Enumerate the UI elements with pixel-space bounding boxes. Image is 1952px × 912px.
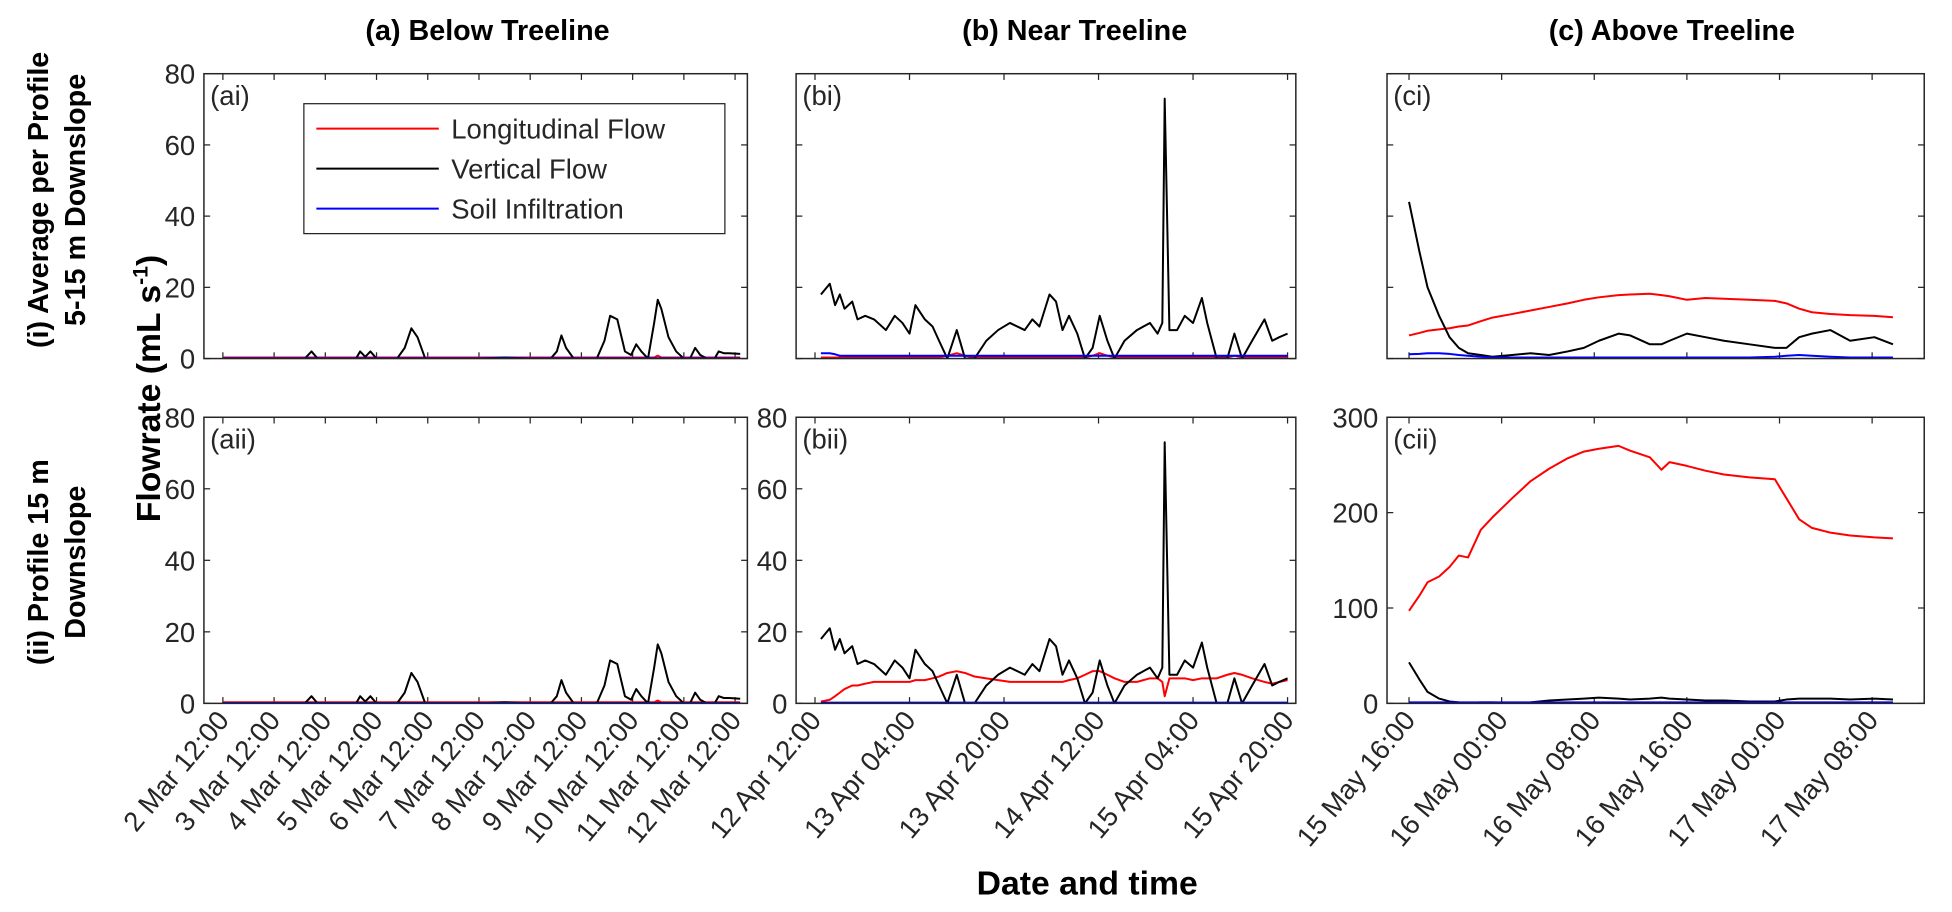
series-line — [820, 441, 1288, 704]
axes-box — [203, 72, 749, 360]
series-line — [1408, 444, 1894, 612]
y-axis-label-superscript: -1 — [130, 266, 153, 285]
y-tick-label: 60 — [165, 474, 196, 505]
column-title: (b) Near Treeline — [962, 15, 1187, 47]
row-label: (i) Average per Profile 5-15 m Downslope — [23, 52, 92, 348]
panel-label: (bii) — [802, 424, 848, 455]
series-line — [820, 352, 1288, 359]
row-label-line: (i) Average per Profile — [23, 52, 55, 348]
series-line — [222, 298, 741, 359]
axes-box — [795, 416, 1297, 705]
y-axis-label: Flowrate (mL s-1) — [130, 255, 168, 522]
series-line — [1408, 201, 1894, 358]
y-tick-label: 80 — [165, 59, 196, 90]
y-tick-label: 300 — [1332, 402, 1378, 433]
panel-label: (cii) — [1393, 424, 1437, 455]
row-label-line: (ii) Profile 15 m — [23, 459, 55, 665]
x-axis-label: Date and time — [977, 865, 1198, 903]
row-label: (ii) Profile 15 m Downslope — [23, 459, 92, 665]
column-title: (c) Above Treeline — [1549, 15, 1795, 47]
series-line — [820, 670, 1288, 703]
y-tick-label: 20 — [165, 617, 196, 648]
y-tick-label: 100 — [1332, 593, 1378, 624]
axes-box — [203, 416, 749, 705]
plot-area — [1408, 444, 1894, 704]
y-tick-label: 40 — [165, 201, 196, 232]
series-line — [1408, 292, 1894, 337]
series-line — [1408, 352, 1893, 359]
row-label-line: Downslope — [60, 486, 92, 639]
legend-label: Soil Infiltration — [451, 194, 624, 225]
axes-box — [1386, 416, 1925, 705]
y-tick-label: 40 — [165, 545, 196, 576]
y-tick-label: 0 — [772, 688, 787, 719]
y-tick-label: 0 — [180, 688, 195, 719]
y-tick-label: 200 — [1332, 498, 1378, 529]
plot-area — [820, 97, 1288, 359]
panel-label: (ci) — [1393, 80, 1431, 111]
row-label-line: 5-15 m Downslope — [60, 74, 92, 326]
series-line — [820, 97, 1288, 359]
y-tick-label: 20 — [757, 617, 788, 648]
y-tick-label: 40 — [757, 545, 788, 576]
y-tick-label: 80 — [757, 402, 788, 433]
series-line — [820, 352, 1288, 357]
y-axis-label-text: Flowrate (mL s — [130, 285, 168, 522]
legend-label: Vertical Flow — [451, 154, 607, 185]
y-tick-label: 0 — [180, 344, 195, 375]
column-title: (a) Below Treeline — [365, 15, 609, 47]
panel-label: (ai) — [210, 80, 250, 111]
y-tick-label: 60 — [757, 474, 788, 505]
series-line — [222, 643, 741, 704]
axes-box — [1386, 72, 1925, 360]
legend-label: Longitudinal Flow — [451, 114, 665, 145]
y-tick-label: 80 — [165, 402, 196, 433]
y-axis-label-suffix: ) — [130, 255, 168, 266]
y-tick-label: 0 — [1363, 688, 1378, 719]
plot-area — [1408, 201, 1894, 359]
y-tick-label: 60 — [165, 130, 196, 161]
panel-label: (bi) — [802, 80, 842, 111]
y-tick-label: 20 — [165, 272, 196, 303]
axes-box — [795, 72, 1297, 360]
panel-label: (aii) — [210, 424, 256, 455]
